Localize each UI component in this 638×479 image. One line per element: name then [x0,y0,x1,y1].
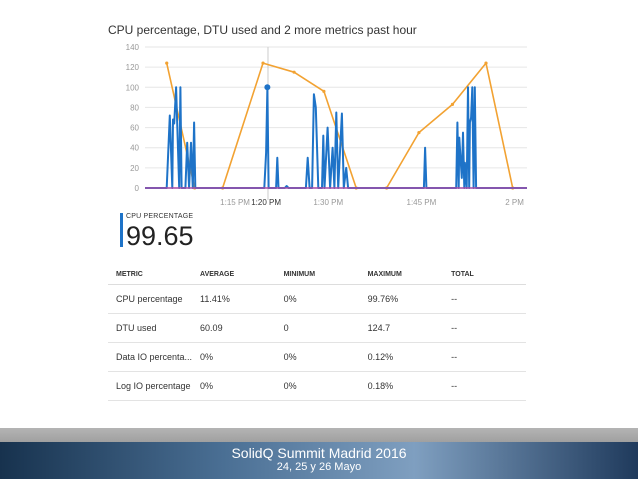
footer-divider [0,428,638,442]
metric-name: DTU used [108,313,193,343]
y-tick-label: 120 [126,63,140,72]
metric-name: Data IO percenta... [108,342,193,372]
metrics-table: METRIC AVERAGE MINIMUM MAXIMUM TOTAL CPU… [108,265,526,401]
metric-average: 0% [192,342,276,372]
header-average[interactable]: AVERAGE [192,265,276,285]
header-total[interactable]: TOTAL [443,265,526,285]
y-tick-label: 60 [130,124,139,133]
header-metric[interactable]: METRIC [108,265,193,285]
data-point-dtu-used [484,61,488,65]
metric-name: Log IO percentage [108,371,193,401]
data-point-dtu-used [322,89,326,93]
header-minimum[interactable]: MINIMUM [275,265,360,285]
metric-maximum: 99.76% [359,284,444,314]
data-point-dtu-used [417,131,421,135]
metric-minimum: 0 [275,313,360,343]
data-point-dtu-used [261,61,265,65]
table-row[interactable]: Data IO percenta... 0% 0% 0.12% -- [108,342,526,372]
metric-maximum: 0.18% [359,371,444,401]
metric-average: 11.41% [192,284,276,314]
header-maximum[interactable]: MAXIMUM [359,265,444,285]
metric-name: CPU percentage [108,284,193,314]
y-tick-label: 140 [126,43,140,52]
y-tick-label: 0 [135,184,140,193]
metric-average: 0% [192,371,276,401]
summary-label: CPU PERCENTAGE [126,213,194,220]
metric-minimum: 0% [275,342,360,372]
footer-subtitle: 24, 25 y 26 Mayo [276,461,362,473]
metric-total: -- [443,284,526,314]
table-row[interactable]: DTU used 60.09 0 124.7 -- [108,313,526,343]
summary-accent-bar [120,213,123,247]
x-tick-label: 2 PM [505,198,524,207]
summary-value: 99.65 [126,221,194,251]
hover-point-marker [264,84,271,91]
x-tick-label: 1:45 PM [407,198,437,207]
metric-minimum: 0% [275,284,360,314]
y-tick-label: 80 [130,103,139,112]
table-row[interactable]: Log IO percentage 0% 0% 0.18% -- [108,371,526,401]
metrics-line-chart[interactable]: 140 120 100 80 60 40 20 0 1:15 PM 1:20 PM 1:30 PM 1… [0,0,638,215]
data-point-dtu-used [450,102,455,107]
metric-total: -- [443,313,526,343]
event-footer-banner: SolidQ Summit Madrid 2016 24, 25 y 26 Ma… [0,442,638,479]
metric-minimum: 0% [275,371,360,401]
x-tick-label: 1:30 PM [313,198,343,207]
metric-total: -- [443,371,526,401]
table-row[interactable]: CPU percentage 11.41% 0% 99.76% -- [108,284,526,314]
x-tick-label: 1:20 PM [251,198,281,207]
table-header-row: METRIC AVERAGE MINIMUM MAXIMUM TOTAL [108,265,526,285]
footer-title: SolidQ Summit Madrid 2016 [231,445,407,461]
metric-total: -- [443,342,526,372]
series-line-cpu-percentage [145,86,527,189]
data-point-dtu-used [292,70,296,74]
metric-maximum: 0.12% [359,342,444,372]
y-tick-label: 100 [126,83,140,92]
y-tick-label: 20 [130,164,139,173]
x-tick-label: 1:15 PM [220,198,250,207]
data-point-dtu-used [165,61,169,65]
y-tick-label: 40 [130,144,139,153]
metric-maximum: 124.7 [359,313,444,343]
metric-average: 60.09 [192,313,276,343]
chart-title: CPU percentage, DTU used and 2 more metr… [108,23,417,37]
